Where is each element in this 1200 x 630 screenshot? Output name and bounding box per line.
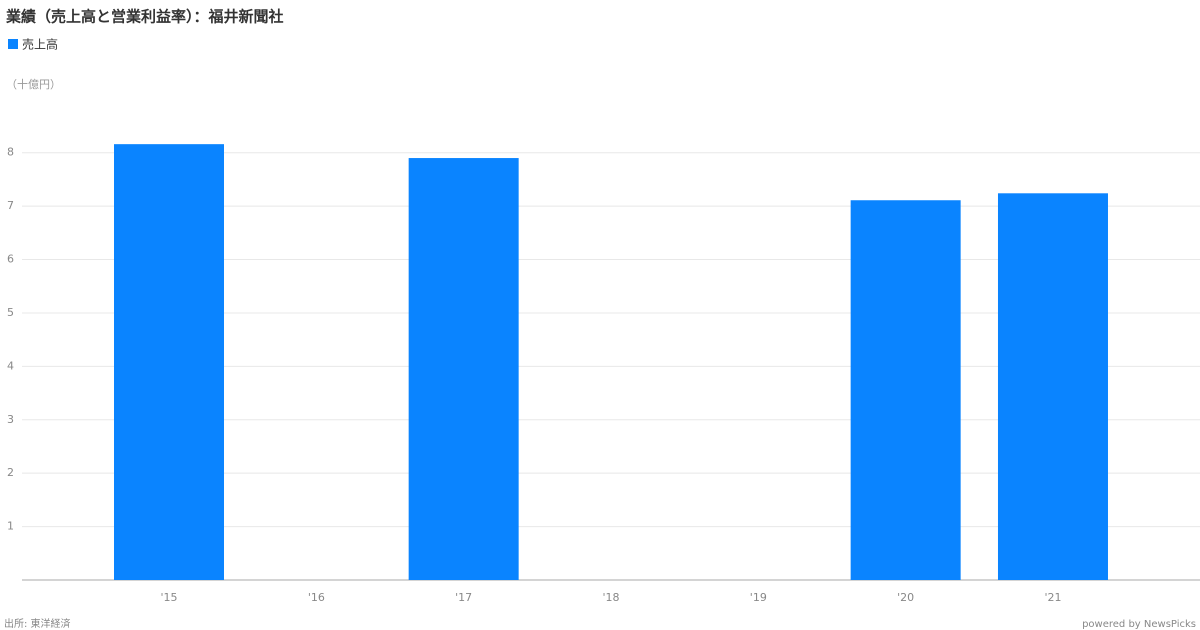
bar xyxy=(408,158,519,580)
unit-label: （十億円） xyxy=(6,77,61,91)
x-tick-label: '20 xyxy=(897,591,914,604)
y-tick-label: 8 xyxy=(7,146,14,159)
y-tick-label: 1 xyxy=(7,520,14,533)
bar xyxy=(114,144,224,580)
x-tick-label: '19 xyxy=(750,591,767,604)
x-tick-label: '16 xyxy=(308,591,325,604)
x-tick-label: '21 xyxy=(1044,591,1061,604)
credit: powered by NewsPicks xyxy=(1082,619,1196,630)
bar xyxy=(997,193,1108,580)
source: 出所: 東洋経済 xyxy=(4,617,71,630)
x-tick-label: '15 xyxy=(160,591,177,604)
legend-label: 売上高 xyxy=(22,37,58,52)
y-tick-label: 2 xyxy=(7,466,14,479)
y-tick-label: 7 xyxy=(7,199,14,212)
y-tick-label: 3 xyxy=(7,413,14,426)
bar xyxy=(850,200,961,580)
chart-title: 業績（売上高と営業利益率）：福井新聞社 xyxy=(5,8,284,26)
y-tick-label: 4 xyxy=(7,359,14,372)
y-tick-label: 6 xyxy=(7,253,14,266)
y-tick-label: 5 xyxy=(7,306,14,319)
x-tick-label: '17 xyxy=(455,591,472,604)
x-tick-label: '18 xyxy=(602,591,619,604)
legend-swatch xyxy=(8,39,18,49)
